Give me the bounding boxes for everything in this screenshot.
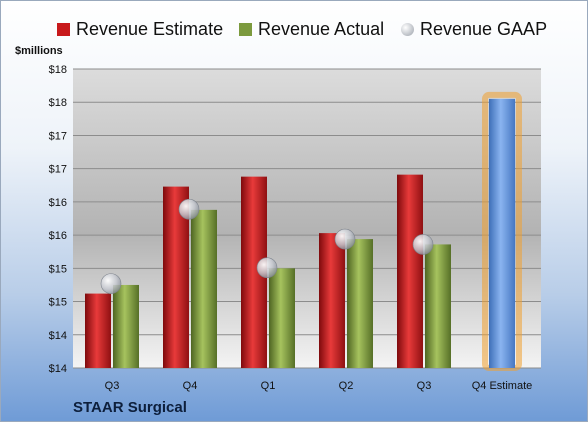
- y-tick-label: $16: [49, 230, 67, 242]
- x-axis-ticks: Q3 Q4 Q1 Q2 Q3 Q4 Estimate: [105, 380, 533, 392]
- plot-area: [73, 69, 541, 368]
- y-axis-ticks: $14 $14 $15 $15 $16 $16 $17 $17 $18 $18: [49, 64, 67, 375]
- legend-item-revenue-gaap: Revenue GAAP: [401, 17, 547, 41]
- bar-revenue-actual: [425, 244, 451, 368]
- marker-revenue-gaap: [334, 228, 356, 250]
- marker-revenue-gaap: [412, 234, 434, 255]
- bar-revenue-estimate: [397, 174, 423, 368]
- y-tick-label: $14: [49, 330, 67, 342]
- legend-label-gaap: Revenue GAAP: [420, 18, 548, 39]
- bar-revenue-estimate: [85, 293, 111, 368]
- y-tick-label: $15: [49, 263, 67, 275]
- bar-revenue-estimate: [319, 233, 345, 368]
- marker-revenue-gaap: [100, 273, 122, 294]
- x-tick-label: Q4: [183, 380, 198, 392]
- marker-revenue-gaap: [256, 257, 278, 278]
- bars: [85, 91, 522, 372]
- x-tick-label: Q2: [339, 380, 354, 392]
- legend-swatch-actual: [239, 22, 252, 36]
- bar-revenue-actual: [269, 268, 295, 368]
- legend-swatch-estimate: [57, 22, 70, 36]
- gridlines: [73, 68, 541, 369]
- marker-revenue-gaap: [178, 198, 200, 220]
- legend-item-revenue-estimate: Revenue Estimate: [57, 17, 223, 41]
- x-tick-label: Q3: [105, 380, 120, 392]
- y-tick-label: $14: [49, 363, 67, 375]
- x-tick-label: Q1: [261, 380, 276, 392]
- x-tick-label: Q3: [417, 380, 432, 392]
- y-tick-label: $15: [49, 297, 67, 309]
- legend-label-actual: Revenue Actual: [258, 18, 385, 39]
- company-name: STAAR Surgical: [73, 399, 187, 416]
- y-tick-label: $18: [49, 97, 67, 109]
- y-tick-label: $17: [49, 164, 67, 176]
- legend-swatch-gaap: [401, 22, 414, 36]
- bar-q4-estimate: [489, 98, 515, 369]
- y-axis-unit-label: $millions: [15, 45, 63, 57]
- legend-label-estimate: Revenue Estimate: [76, 18, 224, 39]
- y-tick-label: $16: [49, 197, 67, 209]
- y-tick-label: $18: [49, 64, 67, 76]
- gaap-markers: [100, 198, 434, 294]
- legend: Revenue Estimate Revenue Actual Revenue …: [1, 17, 587, 41]
- x-tick-label: Q4 Estimate: [472, 380, 533, 392]
- bar-revenue-actual: [113, 284, 139, 368]
- legend-item-revenue-actual: Revenue Actual: [239, 17, 384, 41]
- bar-revenue-actual: [347, 239, 373, 368]
- bar-revenue-actual: [191, 209, 217, 368]
- y-tick-label: $17: [49, 130, 67, 142]
